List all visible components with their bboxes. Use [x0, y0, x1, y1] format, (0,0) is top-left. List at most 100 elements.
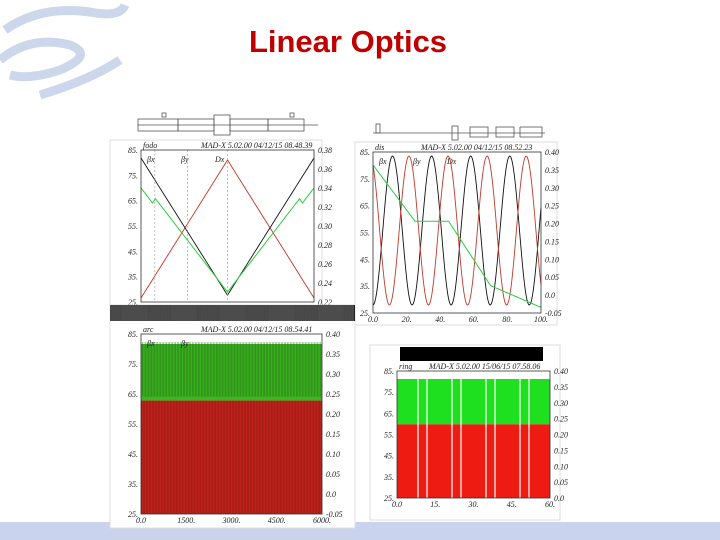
y2-tick-label: 0.30: [326, 370, 340, 379]
y2-tick-label: 0.40: [554, 367, 568, 376]
y2-tick-label: 0.05: [326, 470, 340, 479]
panel-header: MAD-X 5.02.00 04/12/15 08.54.41: [200, 325, 312, 334]
y2-tick-label: 0.22: [318, 298, 332, 307]
y2-tick-label: -0.05: [545, 309, 562, 318]
y-tick-label: 85.: [128, 146, 138, 155]
y2-tick-label: 0.05: [545, 273, 559, 282]
y2-tick-label: 0.40: [326, 330, 340, 339]
plot-frame: [372, 151, 542, 314]
y-tick-label: 25.: [128, 298, 138, 307]
plot-frame: [140, 333, 323, 515]
y2-tick-label: 0.24: [318, 279, 332, 288]
optics-curve: [372, 155, 542, 306]
panel-header: MAD-X 5.02.00 04/12/15 08.48.39: [200, 141, 312, 150]
panel-header: MAD-X 5.02.00 15/06/15 07.58.06: [428, 362, 540, 371]
y2-tick-label: 0.26: [318, 260, 332, 269]
y2-tick-label: 0.25: [326, 390, 340, 399]
y-tick-label: 45.: [128, 247, 138, 256]
legend-label: βy: [412, 157, 421, 166]
y-tick-label: 35.: [127, 480, 138, 489]
x-tick-label: 4500.: [268, 516, 286, 525]
y2-tick-label: 0.20: [545, 220, 559, 229]
x-tick-label: 0.0: [368, 315, 378, 324]
legend-label: Dx: [214, 155, 225, 164]
x-tick-label: 40.: [435, 315, 445, 324]
x-tick-label: 1500.: [177, 516, 195, 525]
y2-tick-label: 0.35: [326, 350, 340, 359]
y2-tick-label: 0.30: [554, 399, 568, 408]
y2-tick-label: 0.36: [318, 165, 332, 174]
legend-label: βy: [180, 339, 189, 348]
y-tick-label: 25.: [128, 510, 138, 519]
beta-x-band: [141, 400, 322, 514]
y2-tick-label: 0.25: [554, 415, 568, 424]
lattice-strips: [137, 112, 545, 141]
y2-tick-label: 0.20: [554, 431, 568, 440]
y-tick-label: 75.: [360, 175, 370, 184]
slide-title: Linear Optics: [249, 24, 447, 59]
y2-tick-label: 0.10: [326, 450, 340, 459]
y2-tick-label: 0.32: [318, 203, 332, 212]
y2-tick-label: 0.30: [318, 222, 332, 231]
panel-tag: ring: [399, 362, 412, 371]
x-tick-label: 3000.: [222, 516, 241, 525]
x-tick-label: 0.0: [392, 500, 402, 509]
y-tick-label: 25.: [384, 494, 394, 503]
x-tick-label: 80.: [502, 315, 512, 324]
legend-label: βx: [146, 339, 155, 348]
logo: [0, 2, 130, 100]
y-tick-label: 55.: [128, 222, 138, 231]
plot-frame: [140, 149, 315, 303]
footer-band: [0, 522, 720, 540]
beta-x-band: [397, 424, 550, 498]
y2-tick-label: 0.34: [318, 184, 332, 193]
y2-tick-label: 0.40: [545, 148, 559, 157]
x-tick-label: 20.: [402, 315, 412, 324]
y-tick-label: 35.: [383, 473, 394, 482]
y-tick-label: 65.: [384, 409, 394, 418]
x-tick-label: 15.: [430, 500, 440, 509]
panel-tag: arc: [143, 325, 154, 334]
y-tick-label: 55.: [384, 431, 394, 440]
y2-tick-label: 0.15: [554, 446, 568, 455]
y-tick-label: 65.: [360, 202, 370, 211]
panel-tag: dis: [375, 143, 384, 152]
y2-tick-label: 0.25: [545, 202, 559, 211]
y-tick-label: 65.: [128, 390, 138, 399]
y-tick-label: 35.: [127, 273, 138, 282]
y2-tick-label: 0.38: [318, 146, 332, 155]
y-tick-label: 75.: [128, 171, 138, 180]
y2-tick-label: -0.05: [326, 510, 343, 519]
panel-tag: fodo: [143, 141, 157, 150]
y-tick-label: 35.: [359, 282, 370, 291]
optics-curve: [372, 155, 542, 306]
y2-tick-label: 0.28: [318, 241, 332, 250]
panel-bar: [400, 347, 543, 361]
legend-label: βx: [146, 155, 155, 164]
x-tick-label: 100.: [534, 315, 548, 324]
panel-background: [109, 139, 323, 306]
y-tick-label: 55.: [360, 229, 370, 238]
y-tick-label: 25.: [360, 309, 370, 318]
y-tick-label: 85.: [128, 330, 138, 339]
y-tick-label: 45.: [384, 452, 394, 461]
y-tick-label: 45.: [360, 255, 370, 264]
optics-curve: [372, 164, 542, 308]
y-tick-label: 55.: [128, 420, 138, 429]
legend-label: βy: [180, 155, 189, 164]
y2-tick-label: 0.05: [554, 478, 568, 487]
legend-label: βx: [378, 157, 387, 166]
panel-header: MAD-X 5.02.00 04/12/15 08.52.23: [420, 143, 532, 152]
y-tick-label: 75.: [128, 360, 138, 369]
beta-y-band: [397, 379, 550, 425]
y2-tick-label: 0.10: [554, 462, 568, 471]
x-tick-label: 6000.: [313, 516, 331, 525]
y-tick-label: 85.: [384, 367, 394, 376]
y2-tick-label: 0.0: [326, 490, 336, 499]
y-tick-label: 75.: [384, 388, 394, 397]
y-tick-label: 45.: [128, 450, 138, 459]
y2-tick-label: 0.20: [326, 410, 340, 419]
legend-label: Dx: [446, 157, 457, 166]
x-tick-label: 30.: [468, 500, 479, 509]
